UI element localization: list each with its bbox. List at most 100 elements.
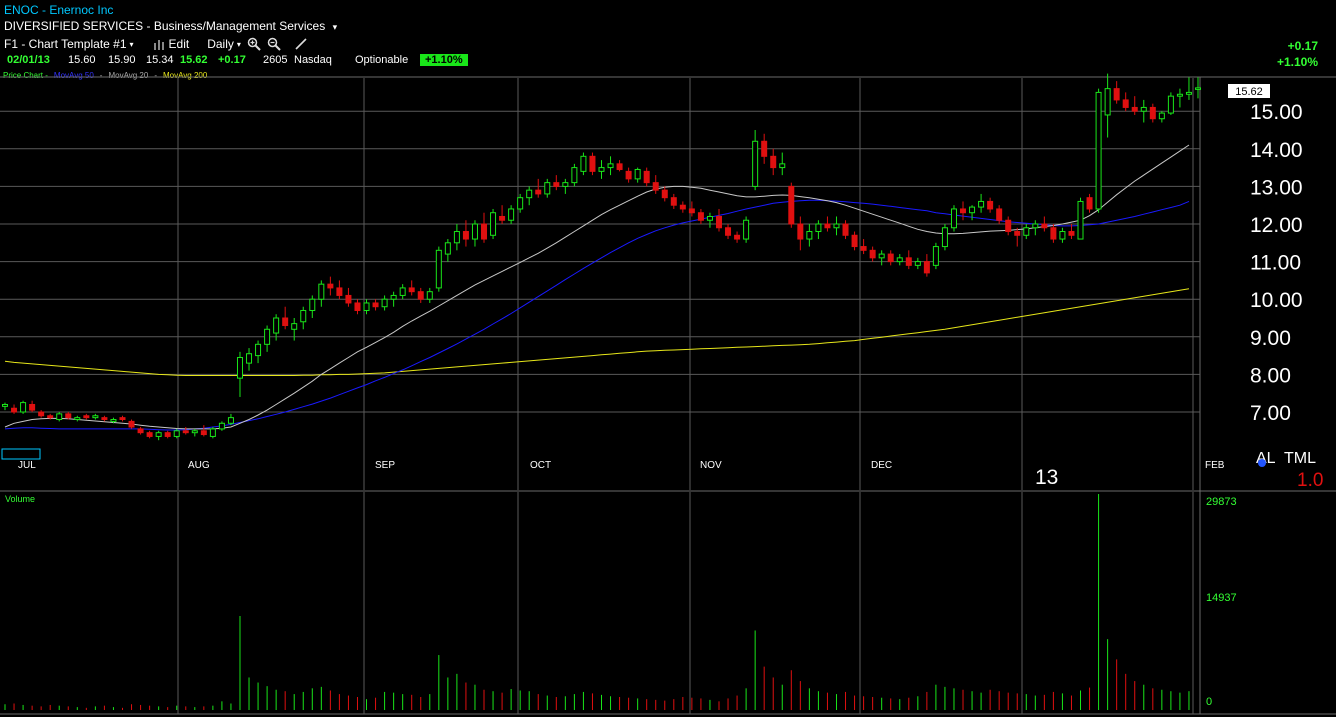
draw-tool-button[interactable] (295, 38, 307, 50)
quote-last: 15.62 (180, 54, 208, 66)
change-summary-value: +0.17 (1287, 39, 1318, 53)
candle-body (246, 353, 253, 364)
candle-body (670, 197, 677, 206)
sector-dropdown-icon[interactable]: ▾ (332, 22, 338, 32)
candle-body (173, 430, 180, 437)
price-axis-label: 11.00 (1250, 252, 1301, 275)
candle-body (896, 257, 903, 263)
candle-body (1050, 227, 1057, 240)
candle-body (1059, 231, 1066, 240)
price-tag: 15.62 (1235, 86, 1263, 98)
tml-indicator[interactable]: TML (1284, 450, 1316, 467)
candle-body (309, 298, 316, 311)
candle-body (752, 140, 759, 187)
candle-body (905, 257, 912, 266)
candle-body (743, 219, 750, 240)
sector-text: DIVERSIFIED SERVICES - Business/Manageme… (4, 19, 326, 33)
candle-body (950, 208, 957, 229)
candle-body (1185, 91, 1192, 95)
percent-change-badge: +1.10% (420, 54, 468, 66)
volume-label: Volume (5, 494, 36, 504)
range-marker[interactable] (1, 448, 41, 460)
ma50-path (4, 199, 1190, 431)
chart-template-dropdown[interactable]: F1 - Chart Template #1 ▾ (4, 37, 134, 51)
candle-body (1086, 197, 1093, 210)
legend-ma200[interactable]: MovAvg 200 (163, 71, 208, 80)
chart-legend: Price Chart - MovAvg 50- MovAvg 20- MovAvg … (3, 71, 208, 80)
legend-ma50[interactable]: MovAvg 50 (53, 71, 94, 80)
quote-change: +0.17 (218, 54, 246, 66)
candle-body (435, 249, 442, 289)
candle-body (417, 291, 424, 300)
candle-body (535, 189, 542, 195)
candle-body (589, 155, 596, 172)
candle-body (1032, 223, 1039, 229)
candle-body (779, 163, 786, 169)
candle-body (191, 430, 198, 434)
candle-body (2, 403, 8, 407)
candle-body (1095, 91, 1102, 210)
chevron-down-icon: ▾ (236, 39, 241, 49)
candle-body (770, 155, 777, 169)
candle-body (444, 242, 451, 255)
candle-body (851, 234, 858, 248)
candle-body (553, 182, 560, 187)
edit-button[interactable]: Edit (153, 37, 189, 51)
candle-body (56, 413, 63, 421)
ma50-line (4, 199, 1190, 431)
change-summary-pct: +1.10% (1276, 55, 1318, 69)
volume-axis: 29873 14937 0 (1206, 496, 1237, 708)
candle-body (788, 185, 795, 225)
indicator-value: 1.0 (1297, 470, 1323, 491)
zoom-out-icon (267, 37, 281, 51)
pencil-icon (295, 38, 307, 50)
candle-body (607, 163, 614, 169)
al-dot-icon (1258, 459, 1266, 467)
candle-body (20, 402, 27, 413)
candle-body (1041, 223, 1048, 229)
candle-body (318, 283, 325, 300)
quote-open: 15.60 (68, 54, 96, 66)
zoom-out-button[interactable] (267, 37, 281, 51)
legend-price: Price Chart - (3, 71, 48, 80)
candle-body (11, 407, 18, 413)
candle-body (255, 343, 262, 357)
period-dropdown[interactable]: Daily ▾ (207, 37, 241, 51)
grid-lines (0, 78, 1200, 714)
candle-body (354, 302, 361, 311)
candle-body (833, 223, 840, 229)
candle-body (571, 167, 578, 184)
candle-body (544, 182, 551, 195)
candle-body (960, 208, 967, 214)
price-axis-label: 9.00 (1250, 327, 1291, 350)
candle-body (390, 294, 397, 300)
zoom-in-button[interactable] (247, 37, 261, 51)
candle-body (408, 287, 415, 293)
quote-date: 02/01/13 (7, 54, 50, 66)
candle-body (499, 215, 506, 221)
candle-body (291, 323, 298, 330)
candle-body (399, 287, 406, 296)
candle-body (661, 189, 668, 199)
ma20-line (4, 144, 1190, 430)
candle-body (969, 206, 976, 214)
candle-body (155, 432, 162, 437)
candle-body (987, 200, 994, 210)
candle-body (996, 208, 1003, 221)
candle-body (101, 417, 108, 421)
candle-body (1023, 227, 1030, 236)
candle-body (878, 253, 885, 259)
chart-toolbar: F1 - Chart Template #1 ▾ Edit Daily ▾ (4, 36, 307, 52)
candle-body (688, 208, 695, 214)
candle-body (652, 182, 659, 191)
candle-body (227, 417, 234, 424)
legend-ma20[interactable]: MovAvg 20 (108, 71, 149, 80)
price-axis-label: 13.00 (1250, 176, 1303, 199)
time-axis-label: JUL (18, 460, 36, 471)
candle-body (761, 140, 768, 157)
candle-body (1122, 99, 1129, 108)
time-axis-label: AUG (188, 460, 210, 471)
sector-label[interactable]: DIVERSIFIED SERVICES - Business/Manageme… (4, 19, 337, 33)
candle-body (1014, 231, 1021, 236)
